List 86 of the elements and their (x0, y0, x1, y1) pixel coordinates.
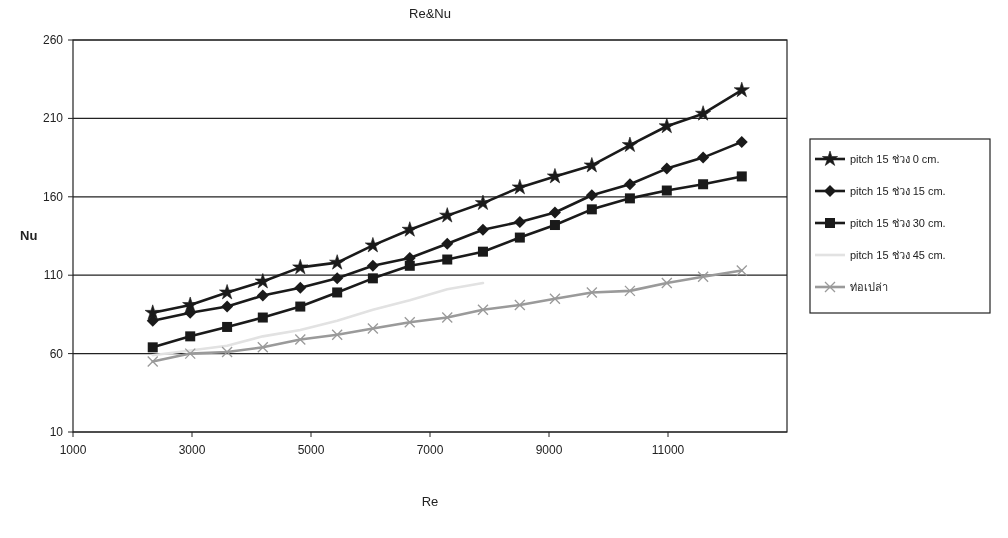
point (586, 204, 597, 215)
legend-label: ท่อเปล่า (850, 281, 888, 293)
point (549, 220, 560, 231)
point (623, 178, 636, 191)
point (660, 162, 673, 175)
y-tick-label: 60 (49, 346, 64, 361)
point (585, 189, 598, 202)
point (257, 341, 269, 353)
y-axis-title: Nu (20, 228, 38, 243)
point (476, 223, 489, 236)
point (733, 81, 750, 97)
point (658, 117, 675, 134)
point (735, 135, 748, 148)
x-tick-label: 3000 (178, 443, 206, 457)
legend-label: pitch 15 ช่วง 30 cm. (850, 217, 946, 229)
point (332, 287, 343, 298)
point (147, 342, 158, 353)
x-tick-label: 5000 (297, 443, 325, 457)
point (221, 300, 234, 313)
point (221, 346, 233, 358)
point (698, 179, 709, 190)
point (401, 221, 418, 237)
point (439, 207, 456, 223)
y-tick-label: 260 (42, 33, 64, 47)
point (514, 299, 526, 311)
point (441, 311, 453, 324)
point (404, 316, 416, 328)
point (144, 304, 161, 320)
point (513, 215, 526, 228)
point (222, 321, 233, 332)
point (294, 333, 306, 346)
chart-title: Re&Nu (409, 6, 451, 21)
point (256, 289, 269, 302)
point (583, 157, 600, 173)
point (697, 271, 709, 283)
y-tick-label: 110 (43, 268, 64, 283)
point (736, 171, 747, 182)
point (185, 331, 196, 342)
point (146, 314, 159, 327)
line-series (151, 281, 485, 357)
point (367, 273, 378, 284)
point (295, 301, 306, 312)
point (441, 237, 454, 250)
point (147, 355, 159, 368)
point (184, 347, 196, 360)
point (622, 136, 638, 152)
point (624, 285, 636, 297)
point (511, 179, 528, 195)
point (404, 260, 415, 271)
point (477, 246, 488, 257)
y-tick-label: 210 (42, 111, 64, 126)
legend-label: pitch 15 ช่วง 15 cm. (850, 185, 946, 197)
x-tick-label: 11000 (651, 443, 685, 457)
point (331, 272, 344, 285)
legend-label: pitch 15 ช่วง 0 cm. (850, 153, 940, 165)
point (329, 254, 346, 270)
point (442, 254, 453, 265)
point (364, 237, 381, 253)
y-tick-label: 10 (49, 425, 64, 439)
point (514, 232, 525, 243)
point (294, 281, 307, 294)
point (547, 168, 563, 184)
point (292, 259, 309, 275)
point (366, 259, 379, 272)
x-tick-label: 1000 (59, 443, 87, 457)
point (548, 206, 561, 219)
point (697, 151, 710, 164)
point (477, 304, 489, 316)
point (661, 185, 672, 196)
point (695, 105, 712, 121)
point (624, 193, 635, 204)
point (254, 273, 271, 289)
y-tick-label: 160 (42, 189, 64, 204)
point (219, 284, 236, 300)
point (586, 286, 598, 299)
x-tick-label: 7000 (416, 443, 444, 457)
x-axis-title: Re (421, 494, 439, 509)
point (331, 329, 343, 341)
point (367, 322, 379, 335)
point (549, 293, 561, 305)
point (661, 277, 673, 289)
legend-label: pitch 15 ช่วง 45 cm. (850, 249, 946, 261)
x-tick-label: 9000 (535, 443, 563, 457)
point (475, 194, 491, 210)
point (736, 264, 748, 277)
point (257, 312, 268, 323)
